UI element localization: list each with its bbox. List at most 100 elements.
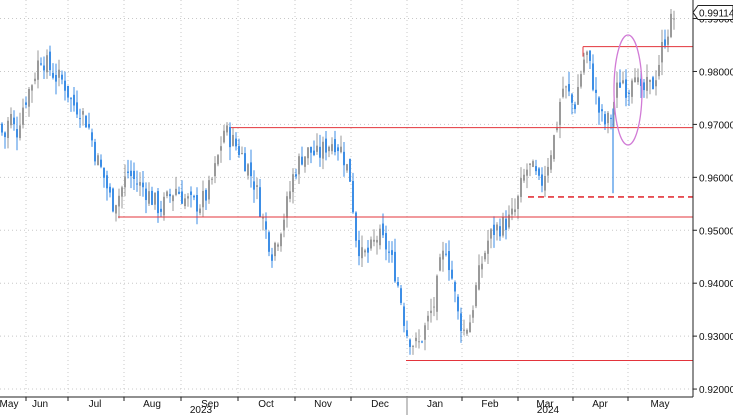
- candle-body: [553, 135, 555, 159]
- x-month-label: Mar: [536, 399, 554, 410]
- candle-body: [340, 146, 342, 153]
- candle-body: [16, 129, 18, 138]
- candle-body: [319, 146, 321, 158]
- candle-body: [289, 191, 291, 199]
- candle-body: [457, 296, 459, 312]
- candle-body: [334, 139, 336, 153]
- candle-body: [61, 74, 63, 80]
- candle-body: [634, 77, 636, 83]
- candle-body: [655, 80, 657, 87]
- y-tick-label: 0.96000: [699, 173, 733, 184]
- candle-body: [118, 195, 120, 207]
- candle-body: [523, 174, 525, 181]
- candle-body: [79, 118, 81, 120]
- candle-body: [112, 188, 114, 212]
- candle-body: [571, 94, 573, 103]
- y-tick-label: 0.99000: [699, 15, 733, 26]
- candle-body: [589, 50, 591, 61]
- candle-body: [172, 195, 174, 202]
- candle-body: [559, 101, 561, 126]
- candle-body: [217, 155, 219, 165]
- x-month-label: Apr: [592, 399, 608, 410]
- candle-body: [535, 166, 537, 172]
- candle-body: [49, 51, 51, 71]
- candle-body: [667, 36, 669, 45]
- candle-body: [178, 191, 180, 194]
- candle-body: [568, 84, 570, 92]
- candle-body: [250, 162, 252, 177]
- candle-body: [562, 88, 564, 97]
- candle-body: [343, 151, 345, 166]
- candle-body: [529, 163, 531, 166]
- candle-body: [406, 330, 408, 336]
- x-month-label: Jun: [32, 399, 48, 410]
- candle-body: [421, 341, 423, 343]
- candle-body: [538, 168, 540, 176]
- candle-body: [196, 195, 198, 212]
- candle-body: [130, 170, 132, 177]
- candle-body: [643, 82, 645, 91]
- y-tick-label: 0.94000: [699, 279, 733, 290]
- candle-body: [34, 78, 36, 82]
- candle-body: [499, 226, 501, 237]
- candle-body: [133, 170, 135, 180]
- candle-body: [661, 41, 663, 63]
- candle-body: [226, 125, 228, 133]
- candle-body: [55, 74, 57, 82]
- candle-body: [175, 188, 177, 195]
- candle-body: [235, 138, 237, 147]
- candle-body: [487, 240, 489, 254]
- candle-body: [373, 239, 375, 242]
- candle-body: [37, 60, 39, 80]
- candle-body: [124, 176, 126, 188]
- candle-body: [283, 219, 285, 231]
- candle-body: [481, 263, 483, 270]
- candle-body: [244, 153, 246, 172]
- candle-body: [382, 223, 384, 236]
- x-month-label: Jan: [427, 399, 443, 410]
- candle-body: [310, 146, 312, 153]
- candle-body: [433, 306, 435, 308]
- candle-body: [547, 166, 549, 176]
- candle-body: [586, 51, 588, 55]
- candle-body: [127, 171, 129, 173]
- candle-body: [220, 146, 222, 151]
- candle-body: [7, 120, 9, 139]
- x-month-label: Jul: [89, 399, 102, 410]
- x-month-label: Dec: [371, 399, 389, 410]
- candle-body: [502, 216, 504, 236]
- candle-body: [262, 217, 264, 219]
- candle-body: [544, 176, 546, 191]
- candle-body: [154, 192, 156, 205]
- candle-body: [106, 175, 108, 189]
- candle-body: [211, 178, 213, 180]
- candle-body: [496, 224, 498, 231]
- candle-body: [619, 82, 621, 88]
- last-price-label: 0.99114: [699, 8, 733, 19]
- candle-body: [304, 156, 306, 167]
- candle-body: [142, 182, 144, 188]
- candle-body: [190, 191, 192, 195]
- candle-body: [22, 107, 24, 125]
- candle-body: [43, 65, 45, 71]
- candle-body: [28, 88, 30, 107]
- candle-body: [448, 251, 450, 271]
- x-month-label: Oct: [258, 399, 274, 410]
- candle-body: [25, 102, 27, 105]
- candle-body: [46, 55, 48, 73]
- candle-body: [445, 253, 447, 255]
- y-tick-label: 0.93000: [699, 332, 733, 343]
- candle-body: [358, 240, 360, 257]
- candle-body: [286, 196, 288, 218]
- candle-body: [613, 101, 615, 115]
- candle-body: [595, 89, 597, 93]
- candle-body: [184, 198, 186, 207]
- candle-body: [100, 159, 102, 167]
- candle-body: [556, 127, 558, 131]
- candle-body: [367, 247, 369, 253]
- candle-body: [517, 195, 519, 210]
- x-year-label: 2024: [537, 405, 560, 415]
- candle-body: [136, 183, 138, 185]
- candle-body: [631, 80, 633, 97]
